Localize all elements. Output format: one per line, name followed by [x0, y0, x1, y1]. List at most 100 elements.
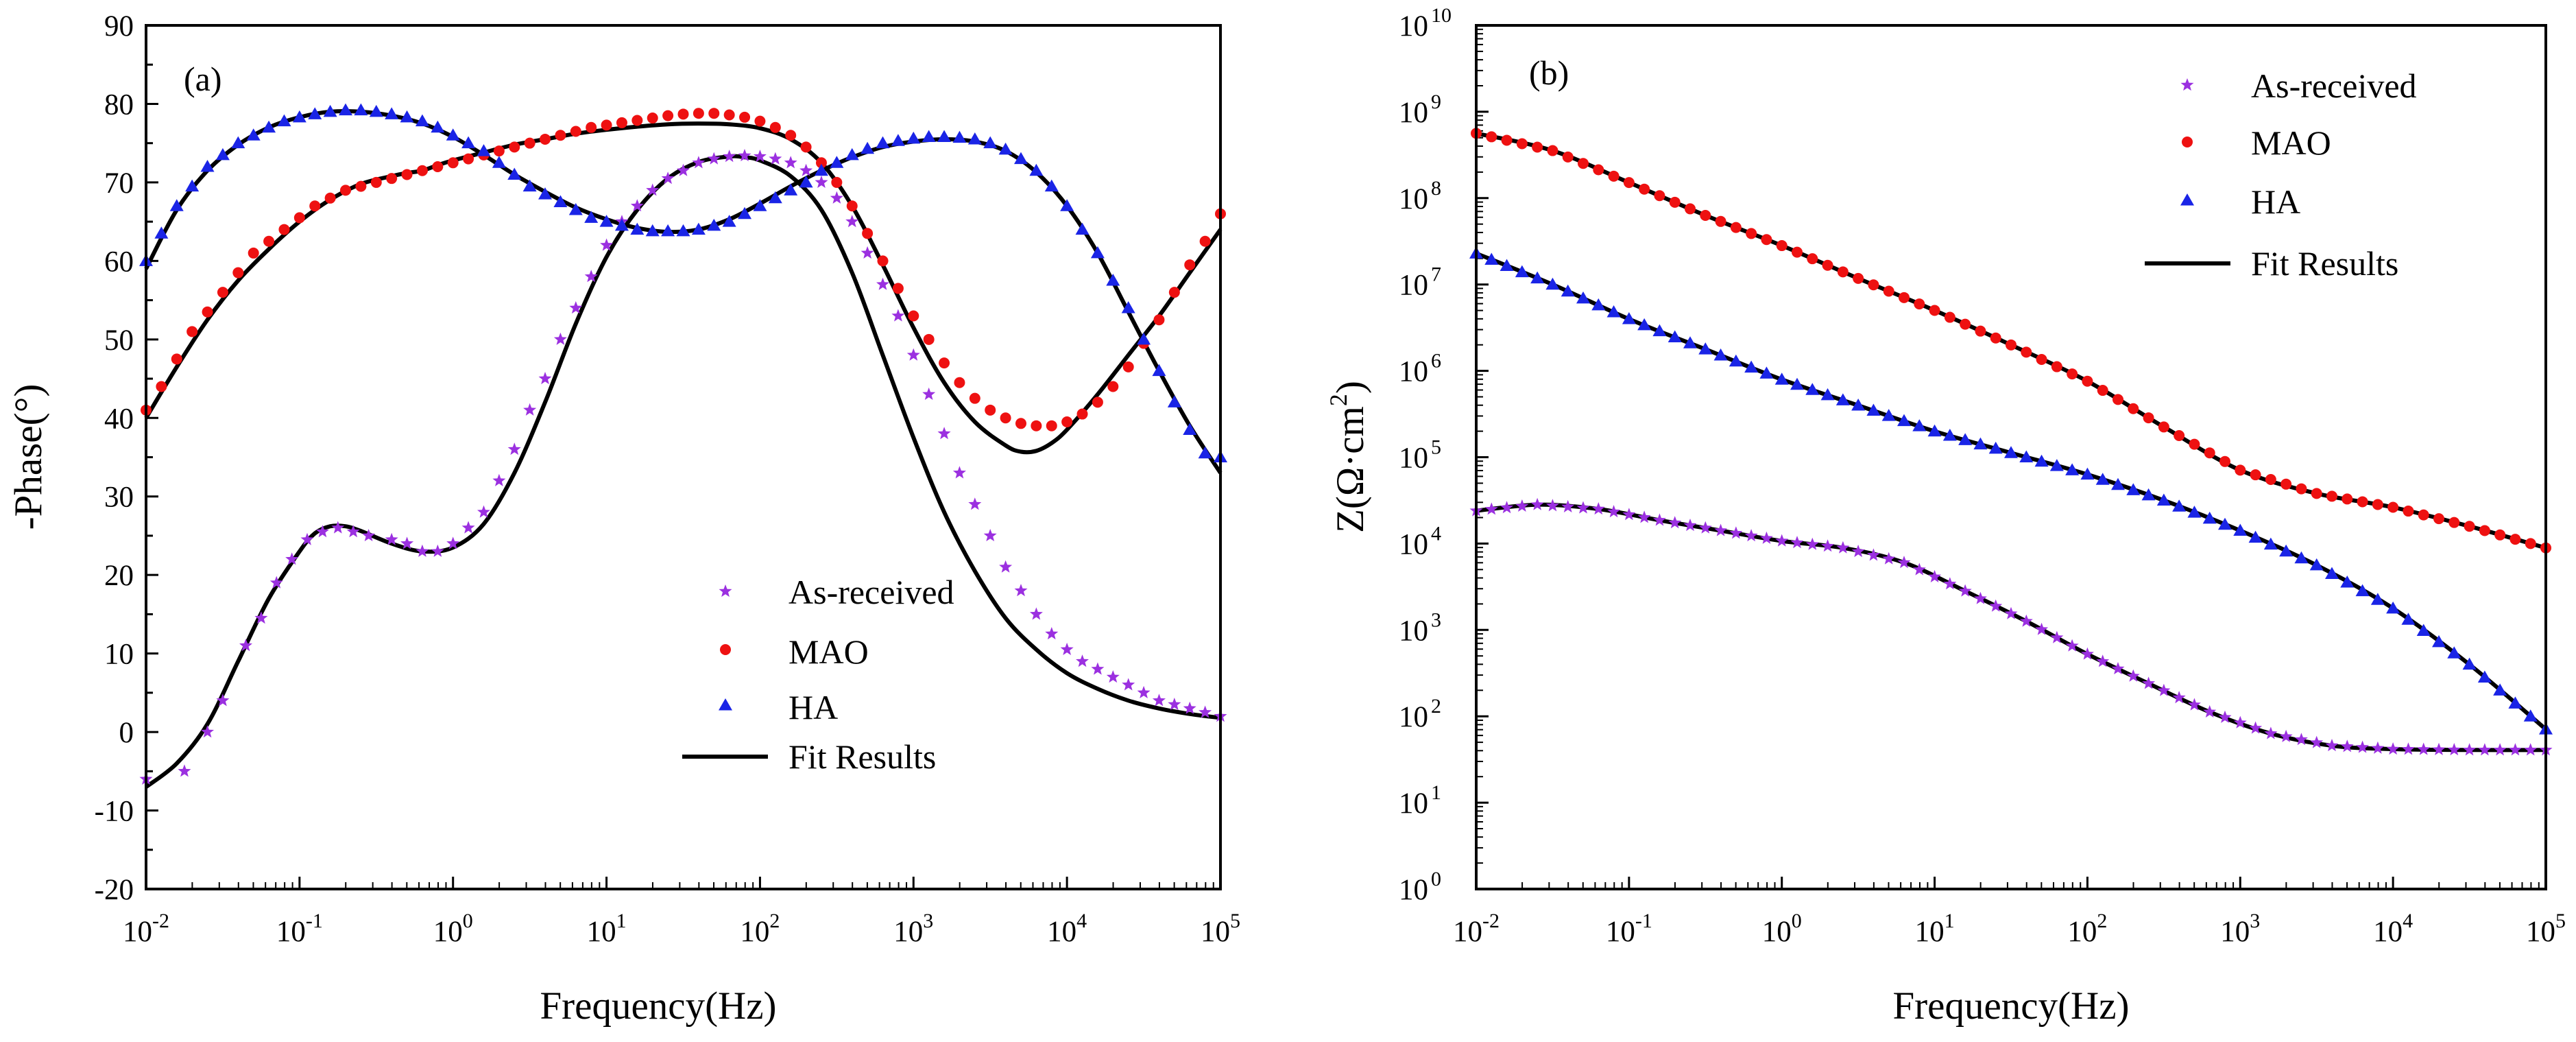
triangle-data-point [2325, 567, 2339, 579]
circle-data-point [892, 283, 904, 294]
circle-data-point [877, 255, 889, 267]
triangle-data-point [1637, 318, 1652, 331]
triangle-data-point [1958, 433, 1973, 445]
star-data-point [461, 521, 475, 534]
legend-b-as-received-marker [2180, 78, 2194, 91]
circle-data-point [263, 235, 275, 247]
circle-data-point [386, 173, 398, 185]
star-data-point [2264, 726, 2278, 739]
circle-data-point [1153, 314, 1165, 326]
star-data-point [1137, 685, 1151, 698]
star-data-point [2279, 729, 2293, 742]
legend-mao-label: MAO [789, 632, 869, 671]
star-data-point [2386, 742, 2400, 755]
star-data-point [269, 576, 283, 589]
star-data-point [1759, 531, 1773, 544]
triangle-data-point [860, 141, 875, 154]
triangle-data-point [998, 142, 1013, 155]
legend-star [2180, 78, 2194, 91]
circle-data-point [2387, 501, 2399, 513]
circle-data-point [524, 137, 535, 149]
circle-data-point [954, 377, 965, 388]
triangle-data-point [522, 179, 537, 192]
triangle-data-point [2294, 551, 2309, 564]
star-data-point [1500, 501, 1514, 514]
circle-data-point [2494, 529, 2506, 541]
circle-data-point [708, 108, 720, 119]
circle-data-point [293, 212, 305, 224]
star-data-point [2172, 691, 2186, 704]
circle-data-point [1122, 361, 1134, 372]
triangle-data-point [2432, 635, 2446, 648]
circle-data-point [2204, 447, 2215, 459]
triangle-data-point [1729, 354, 1743, 367]
triangle-data-point [1576, 291, 1590, 304]
star-data-point [1168, 698, 1181, 711]
legend-b-ha-label: HA [2251, 182, 2300, 221]
circle-data-point [846, 200, 858, 212]
tick-base: 10 [2220, 916, 2250, 948]
star-data-point [2142, 676, 2156, 689]
x-tick-label: 104 [1047, 910, 1087, 948]
star-data-point [2096, 654, 2110, 667]
triangle-data-point [1759, 366, 1774, 379]
star-data-point [346, 525, 360, 538]
triangle-data-point [1622, 312, 1636, 324]
star-data-point [1652, 513, 1666, 526]
star-data-point [600, 238, 614, 251]
tick-exponent: 5 [1230, 910, 1240, 932]
circle-data-point [1700, 209, 1711, 221]
y-tick-exponent: 4 [1431, 522, 1441, 545]
circle-data-point [2250, 469, 2261, 481]
star-data-point [1576, 501, 1590, 514]
triangle-data-point [1152, 364, 1166, 377]
circle-data-point [1761, 234, 1772, 246]
star-data-point [2218, 710, 2232, 723]
x-tick-label: 105 [2526, 910, 2566, 948]
fit-curve [1475, 251, 2547, 731]
tick-exponent: 3 [2250, 910, 2260, 932]
triangle-data-point [292, 110, 306, 123]
star-data-point [1152, 694, 1166, 707]
impedance-legend: As-received MAO HA Fit Results [2145, 67, 2417, 283]
triangle-data-point [277, 114, 291, 127]
star-data-point [891, 309, 905, 322]
triangle-data-point [568, 202, 583, 215]
triangle-data-point [2386, 601, 2400, 614]
star-data-point [1729, 526, 1743, 539]
circle-data-point [1746, 228, 1757, 239]
circle-data-point [2219, 455, 2230, 467]
x-tick-label: 10-2 [123, 910, 169, 948]
triangle-data-point [1106, 273, 1120, 286]
circle-data-point [2082, 375, 2093, 387]
star-data-point [1607, 505, 1621, 518]
triangle-data-point [676, 224, 690, 237]
y-tick-label: 50 [104, 324, 134, 357]
circle-data-point [2509, 534, 2521, 545]
triangle-data-point [1591, 298, 1606, 311]
tick-base: 10 [1399, 10, 1428, 43]
star-data-point [1530, 497, 1544, 510]
y-tick-label: -20 [95, 874, 134, 906]
circle-data-point [217, 287, 228, 298]
impedance-y-label-suffix: ) [1329, 381, 1372, 394]
triangle-data-point [1606, 305, 1621, 318]
triangle-data-point [2172, 499, 2187, 512]
triangle-data-point [1820, 388, 1835, 401]
star-data-point [1928, 569, 1942, 582]
impedance-plot-frame [1475, 24, 2547, 890]
star-data-point [1045, 627, 1059, 640]
star-data-point [630, 199, 644, 212]
tick-base: 10 [2373, 916, 2403, 948]
tick-exponent: -2 [152, 910, 169, 932]
triangle-data-point [2248, 530, 2263, 543]
triangle-data-point [1988, 441, 2003, 454]
circle-data-point [2448, 517, 2460, 528]
circle-data-point [1092, 396, 1103, 408]
circle-data-point [2433, 513, 2444, 525]
star-data-point [201, 725, 215, 738]
triangle-data-point [323, 104, 337, 117]
star-data-point [738, 149, 751, 162]
